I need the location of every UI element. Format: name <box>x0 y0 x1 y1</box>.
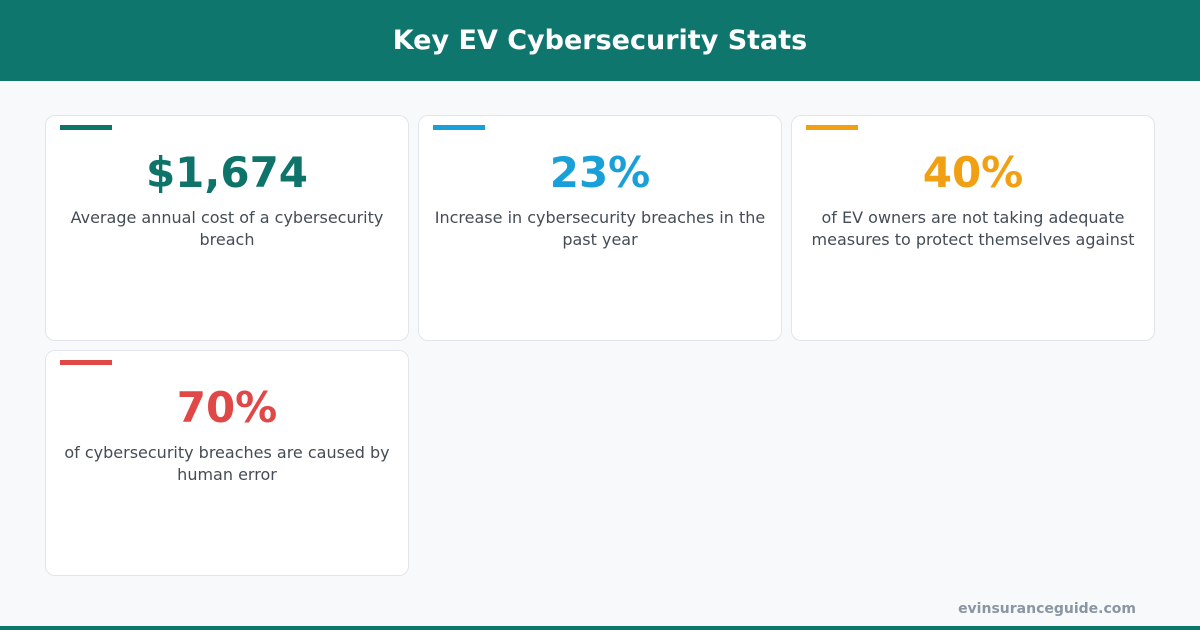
stat-card: 40% of EV owners are not taking adequate … <box>791 115 1155 341</box>
accent-bar <box>433 125 485 130</box>
accent-bar <box>60 125 112 130</box>
accent-bar <box>60 360 112 365</box>
stat-card: 23% Increase in cybersecurity breaches in… <box>418 115 782 341</box>
stat-description: of EV owners are not taking adequate mea… <box>811 208 1135 249</box>
footer-bar <box>0 626 1200 630</box>
stat-description: of cybersecurity breaches are caused by … <box>64 443 390 484</box>
card-grid: $1,674 Average annual cost of a cybersecu… <box>45 115 1155 576</box>
stat-value: 23% <box>549 148 651 197</box>
stat-value: 40% <box>922 148 1024 197</box>
stat-card: $1,674 Average annual cost of a cybersecu… <box>45 115 409 341</box>
header-title: Key EV Cybersecurity Stats <box>0 0 1200 81</box>
stat-value: 70% <box>176 383 278 432</box>
stat-value: $1,674 <box>145 148 309 197</box>
source: evinsuranceguide.com <box>958 601 1136 617</box>
accent-bar <box>806 125 858 130</box>
stat-description: Increase in cybersecurity breaches in th… <box>434 208 766 249</box>
stat-description: Average annual cost of a cybersecurity b… <box>70 208 384 249</box>
stat-card: 70% of cybersecurity breaches are caused … <box>45 350 409 576</box>
